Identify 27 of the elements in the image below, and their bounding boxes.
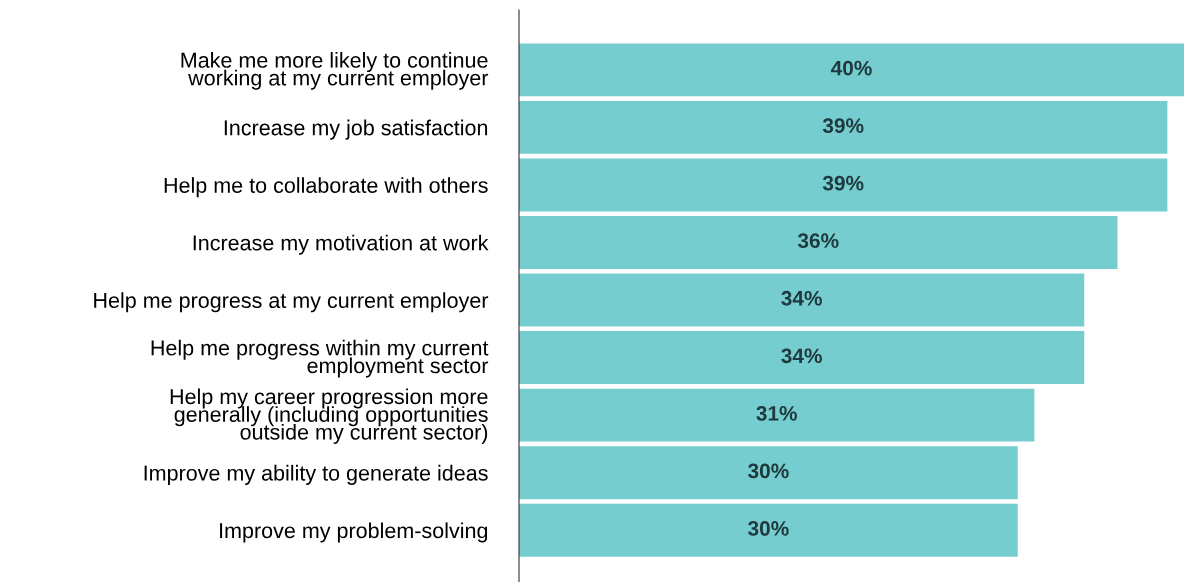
y-tick-label: Help me to collaborate with others (164, 177, 488, 198)
y-tick-label: Improve my problem-solving (220, 522, 488, 543)
data-label: 34% (781, 290, 822, 306)
bar (519, 158, 1168, 212)
bar (519, 331, 1085, 385)
bar (519, 43, 1184, 97)
data-label: 39% (822, 118, 864, 134)
y-tick-label: Help my career progression more generally (including opportunities outside my current sector) (170, 388, 488, 444)
data-label: 34% (781, 348, 822, 364)
bar (519, 216, 1118, 269)
y-tick-label: Increase my job satisfaction (224, 119, 488, 140)
data-label: 39% (822, 175, 864, 191)
y-tick-label: Make me more likely to continue working at my current employer (181, 52, 489, 90)
data-label: 30% (748, 521, 789, 536)
bar (519, 273, 1085, 327)
data-label: 31% (756, 405, 797, 421)
bar (519, 100, 1168, 154)
bar (519, 446, 1018, 500)
y-tick-label: Improve my ability to generate ideas (144, 464, 488, 485)
data-label: 30% (748, 463, 789, 479)
data-label: 40% (830, 60, 872, 76)
bar (519, 388, 1035, 442)
y-tick-label: Help me progress at my current employer (94, 292, 489, 313)
bar (519, 503, 1018, 557)
y-tick-label: Increase my motivation at work (193, 234, 489, 255)
data-label: 36% (797, 233, 839, 249)
y-tick-label: Help me progress within my current employment sector (151, 339, 489, 378)
